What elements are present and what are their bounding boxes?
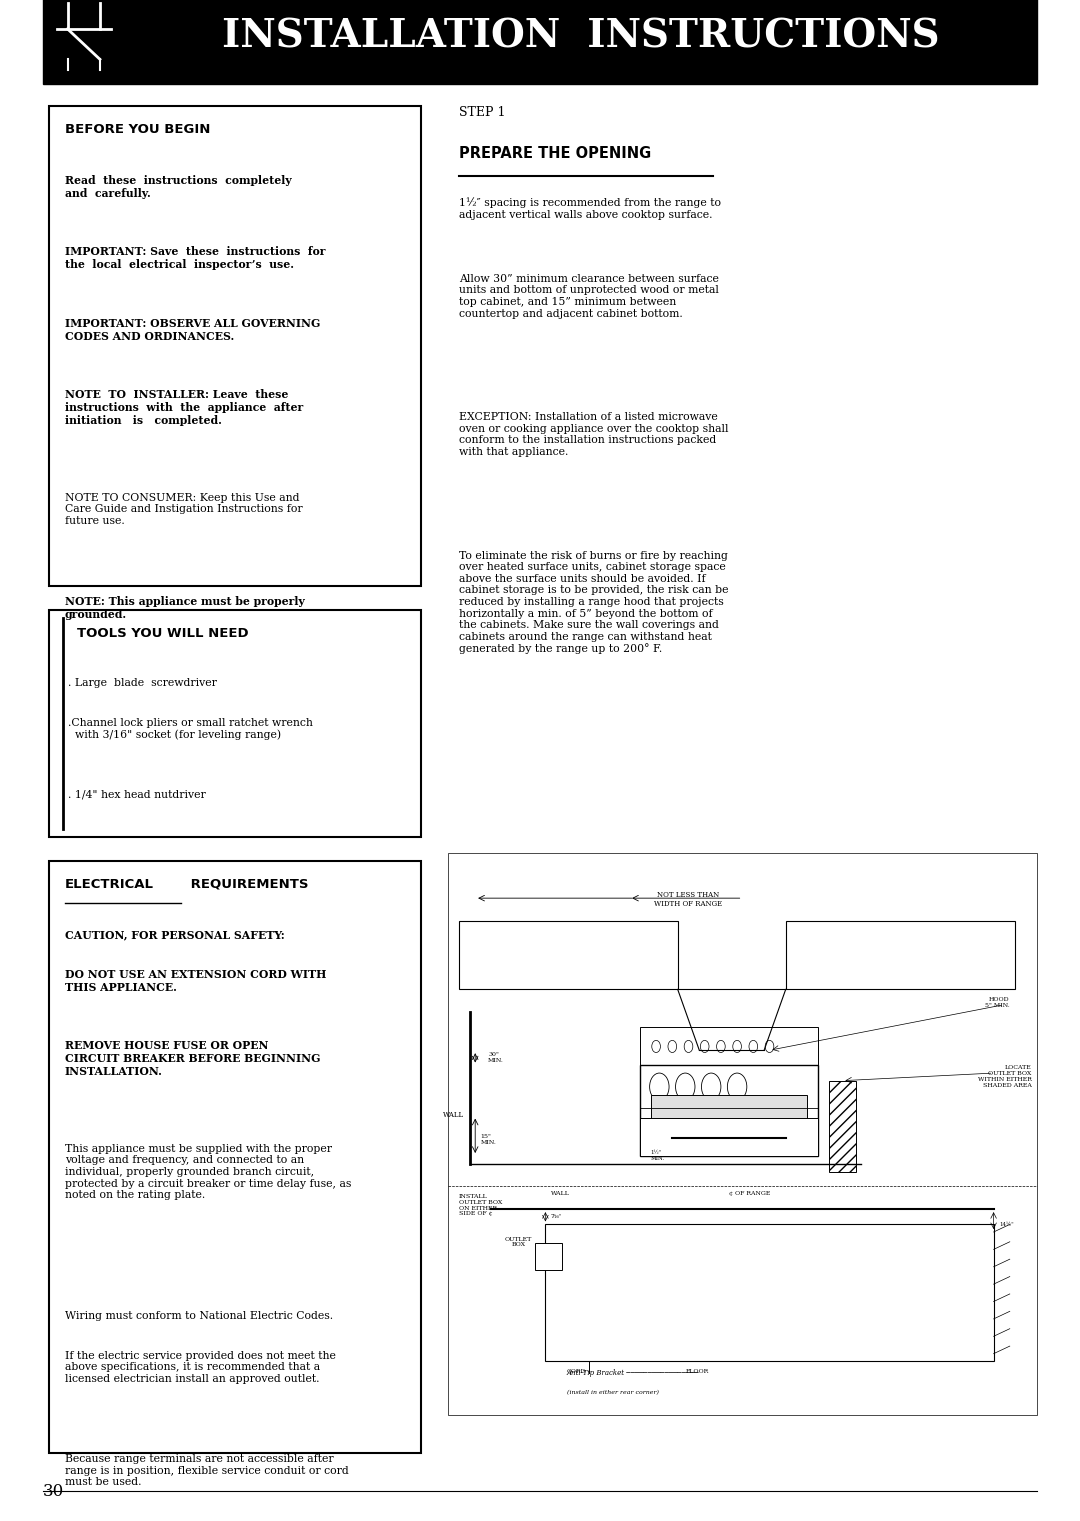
Text: DO NOT USE AN EXTENSION CORD WITH
THIS APPLIANCE.: DO NOT USE AN EXTENSION CORD WITH THIS A…	[65, 969, 326, 993]
Bar	[786, 922, 1015, 990]
Text: NOTE TO CONSUMER: Keep this Use and
Care Guide and Instigation Instructions for
: NOTE TO CONSUMER: Keep this Use and Care…	[65, 493, 302, 526]
Bar	[545, 1224, 994, 1361]
Bar	[448, 853, 1037, 1415]
Text: PREPARE THE OPENING: PREPARE THE OPENING	[459, 146, 651, 161]
Text: ¢ OF RANGE: ¢ OF RANGE	[729, 1191, 770, 1196]
Text: HOOD
5" MIN.: HOOD 5" MIN.	[985, 998, 1010, 1008]
Text: . Large  blade  screwdriver: . Large blade screwdriver	[68, 678, 217, 689]
Text: Because range terminals are not accessible after
range is in position, flexible : Because range terminals are not accessib…	[65, 1454, 349, 1488]
Text: NOTE  TO  INSTALLER: Leave  these
instructions  with  the  appliance  after
init: NOTE TO INSTALLER: Leave these instructi…	[65, 389, 303, 426]
Bar	[650, 1095, 808, 1124]
Text: This appliance must be supplied with the proper
voltage and frequency, and conne: This appliance must be supplied with the…	[65, 1144, 351, 1200]
Text: ELECTRICAL: ELECTRICAL	[65, 878, 153, 891]
Text: 15"
MIN.: 15" MIN.	[481, 1135, 497, 1145]
Text: WALL: WALL	[443, 1110, 464, 1118]
Text: 1½″ spacing is recommended from the range to
adjacent vertical walls above cookt: 1½″ spacing is recommended from the rang…	[459, 198, 721, 221]
Text: 14½": 14½"	[999, 1221, 1014, 1227]
Text: IMPORTANT: OBSERVE ALL GOVERNING
CODES AND ORDINANCES.: IMPORTANT: OBSERVE ALL GOVERNING CODES A…	[65, 318, 320, 342]
Text: To eliminate the risk of burns or fire by reaching
over heated surface units, ca: To eliminate the risk of burns or fire b…	[459, 551, 729, 654]
Bar	[639, 1028, 819, 1065]
Bar	[43, 0, 124, 84]
Text: .Channel lock pliers or small ratchet wrench
  with 3/16" socket (for leveling r: .Channel lock pliers or small ratchet wr…	[68, 718, 313, 741]
Text: INSTALLATION  INSTRUCTIONS: INSTALLATION INSTRUCTIONS	[221, 18, 940, 55]
Text: Anti-Tip Bracket ─────────────────: Anti-Tip Bracket ─────────────────	[567, 1369, 700, 1377]
Text: . 1/4" hex head nutdriver: . 1/4" hex head nutdriver	[68, 789, 206, 800]
Text: Allow 30” minimum clearance between surface
units and bottom of unprotected wood: Allow 30” minimum clearance between surf…	[459, 274, 719, 318]
Text: (install in either rear corner): (install in either rear corner)	[567, 1390, 659, 1395]
Text: FLOOR: FLOOR	[686, 1369, 710, 1373]
Bar	[829, 1081, 856, 1173]
Bar	[49, 106, 421, 586]
Text: WALL: WALL	[551, 1191, 569, 1196]
Text: EXCEPTION: Installation of a listed microwave
oven or cooking appliance over the: EXCEPTION: Installation of a listed micr…	[459, 412, 729, 456]
Text: Wiring must conform to National Electric Codes.: Wiring must conform to National Electric…	[65, 1311, 333, 1322]
Bar	[459, 922, 678, 990]
Text: 7⁄₁₆": 7⁄₁₆"	[551, 1214, 562, 1220]
Bar	[535, 1243, 562, 1270]
Text: OUTLET
BOX: OUTLET BOX	[504, 1237, 532, 1247]
Bar	[43, 0, 1037, 84]
Text: CORD: CORD	[567, 1369, 586, 1373]
Bar	[639, 1118, 819, 1156]
Text: STEP 1: STEP 1	[459, 106, 505, 120]
Text: NOT LESS THAN
WIDTH OF RANGE: NOT LESS THAN WIDTH OF RANGE	[654, 891, 723, 908]
Text: REQUIREMENTS: REQUIREMENTS	[186, 878, 308, 891]
Text: IMPORTANT: Save  these  instructions  for
the  local  electrical  inspector’s  u: IMPORTANT: Save these instructions for t…	[65, 246, 325, 271]
Bar	[49, 610, 421, 837]
Text: NOTE: This appliance must be properly
grounded.: NOTE: This appliance must be properly gr…	[65, 596, 305, 621]
Text: Read  these  instructions  completely
and  carefully.: Read these instructions completely and c…	[65, 175, 292, 199]
Text: BEFORE YOU BEGIN: BEFORE YOU BEGIN	[65, 123, 211, 137]
Text: 30"
MIN.: 30" MIN.	[488, 1053, 504, 1063]
Text: LOCATE
OUTLET BOX
WITHIN EITHER
SHADED AREA: LOCATE OUTLET BOX WITHIN EITHER SHADED A…	[977, 1065, 1031, 1088]
Text: If the electric service provided does not meet the
above specifications, it is r: If the electric service provided does no…	[65, 1351, 336, 1384]
Text: 1½"
MIN.: 1½" MIN.	[650, 1150, 665, 1161]
Bar	[639, 1066, 819, 1156]
Text: CAUTION, FOR PERSONAL SAFETY:: CAUTION, FOR PERSONAL SAFETY:	[65, 929, 284, 940]
Text: TOOLS YOU WILL NEED: TOOLS YOU WILL NEED	[77, 627, 248, 640]
Text: REMOVE HOUSE FUSE OR OPEN
CIRCUIT BREAKER BEFORE BEGINNING
INSTALLATION.: REMOVE HOUSE FUSE OR OPEN CIRCUIT BREAKE…	[65, 1040, 321, 1077]
Text: 30: 30	[43, 1483, 65, 1500]
Text: INSTALL
OUTLET BOX
ON EITHER
SIDE OF ¢: INSTALL OUTLET BOX ON EITHER SIDE OF ¢	[459, 1194, 502, 1217]
Bar	[49, 861, 421, 1453]
